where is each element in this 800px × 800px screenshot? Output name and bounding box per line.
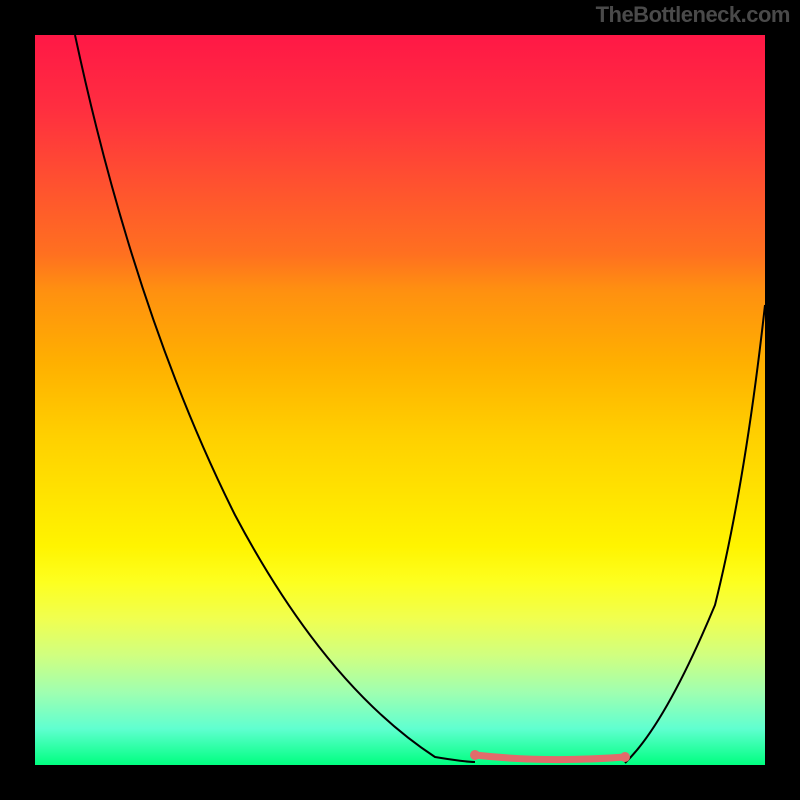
- highlight-dot-right: [620, 752, 630, 762]
- highlight-dot-left: [470, 750, 480, 760]
- chart-plot-area: [35, 35, 765, 765]
- watermark: TheBottleneck.com: [596, 2, 790, 28]
- curve-right: [625, 305, 765, 763]
- highlight-segment: [475, 755, 625, 760]
- curve-left: [75, 35, 475, 762]
- chart-curves-svg: [35, 35, 765, 765]
